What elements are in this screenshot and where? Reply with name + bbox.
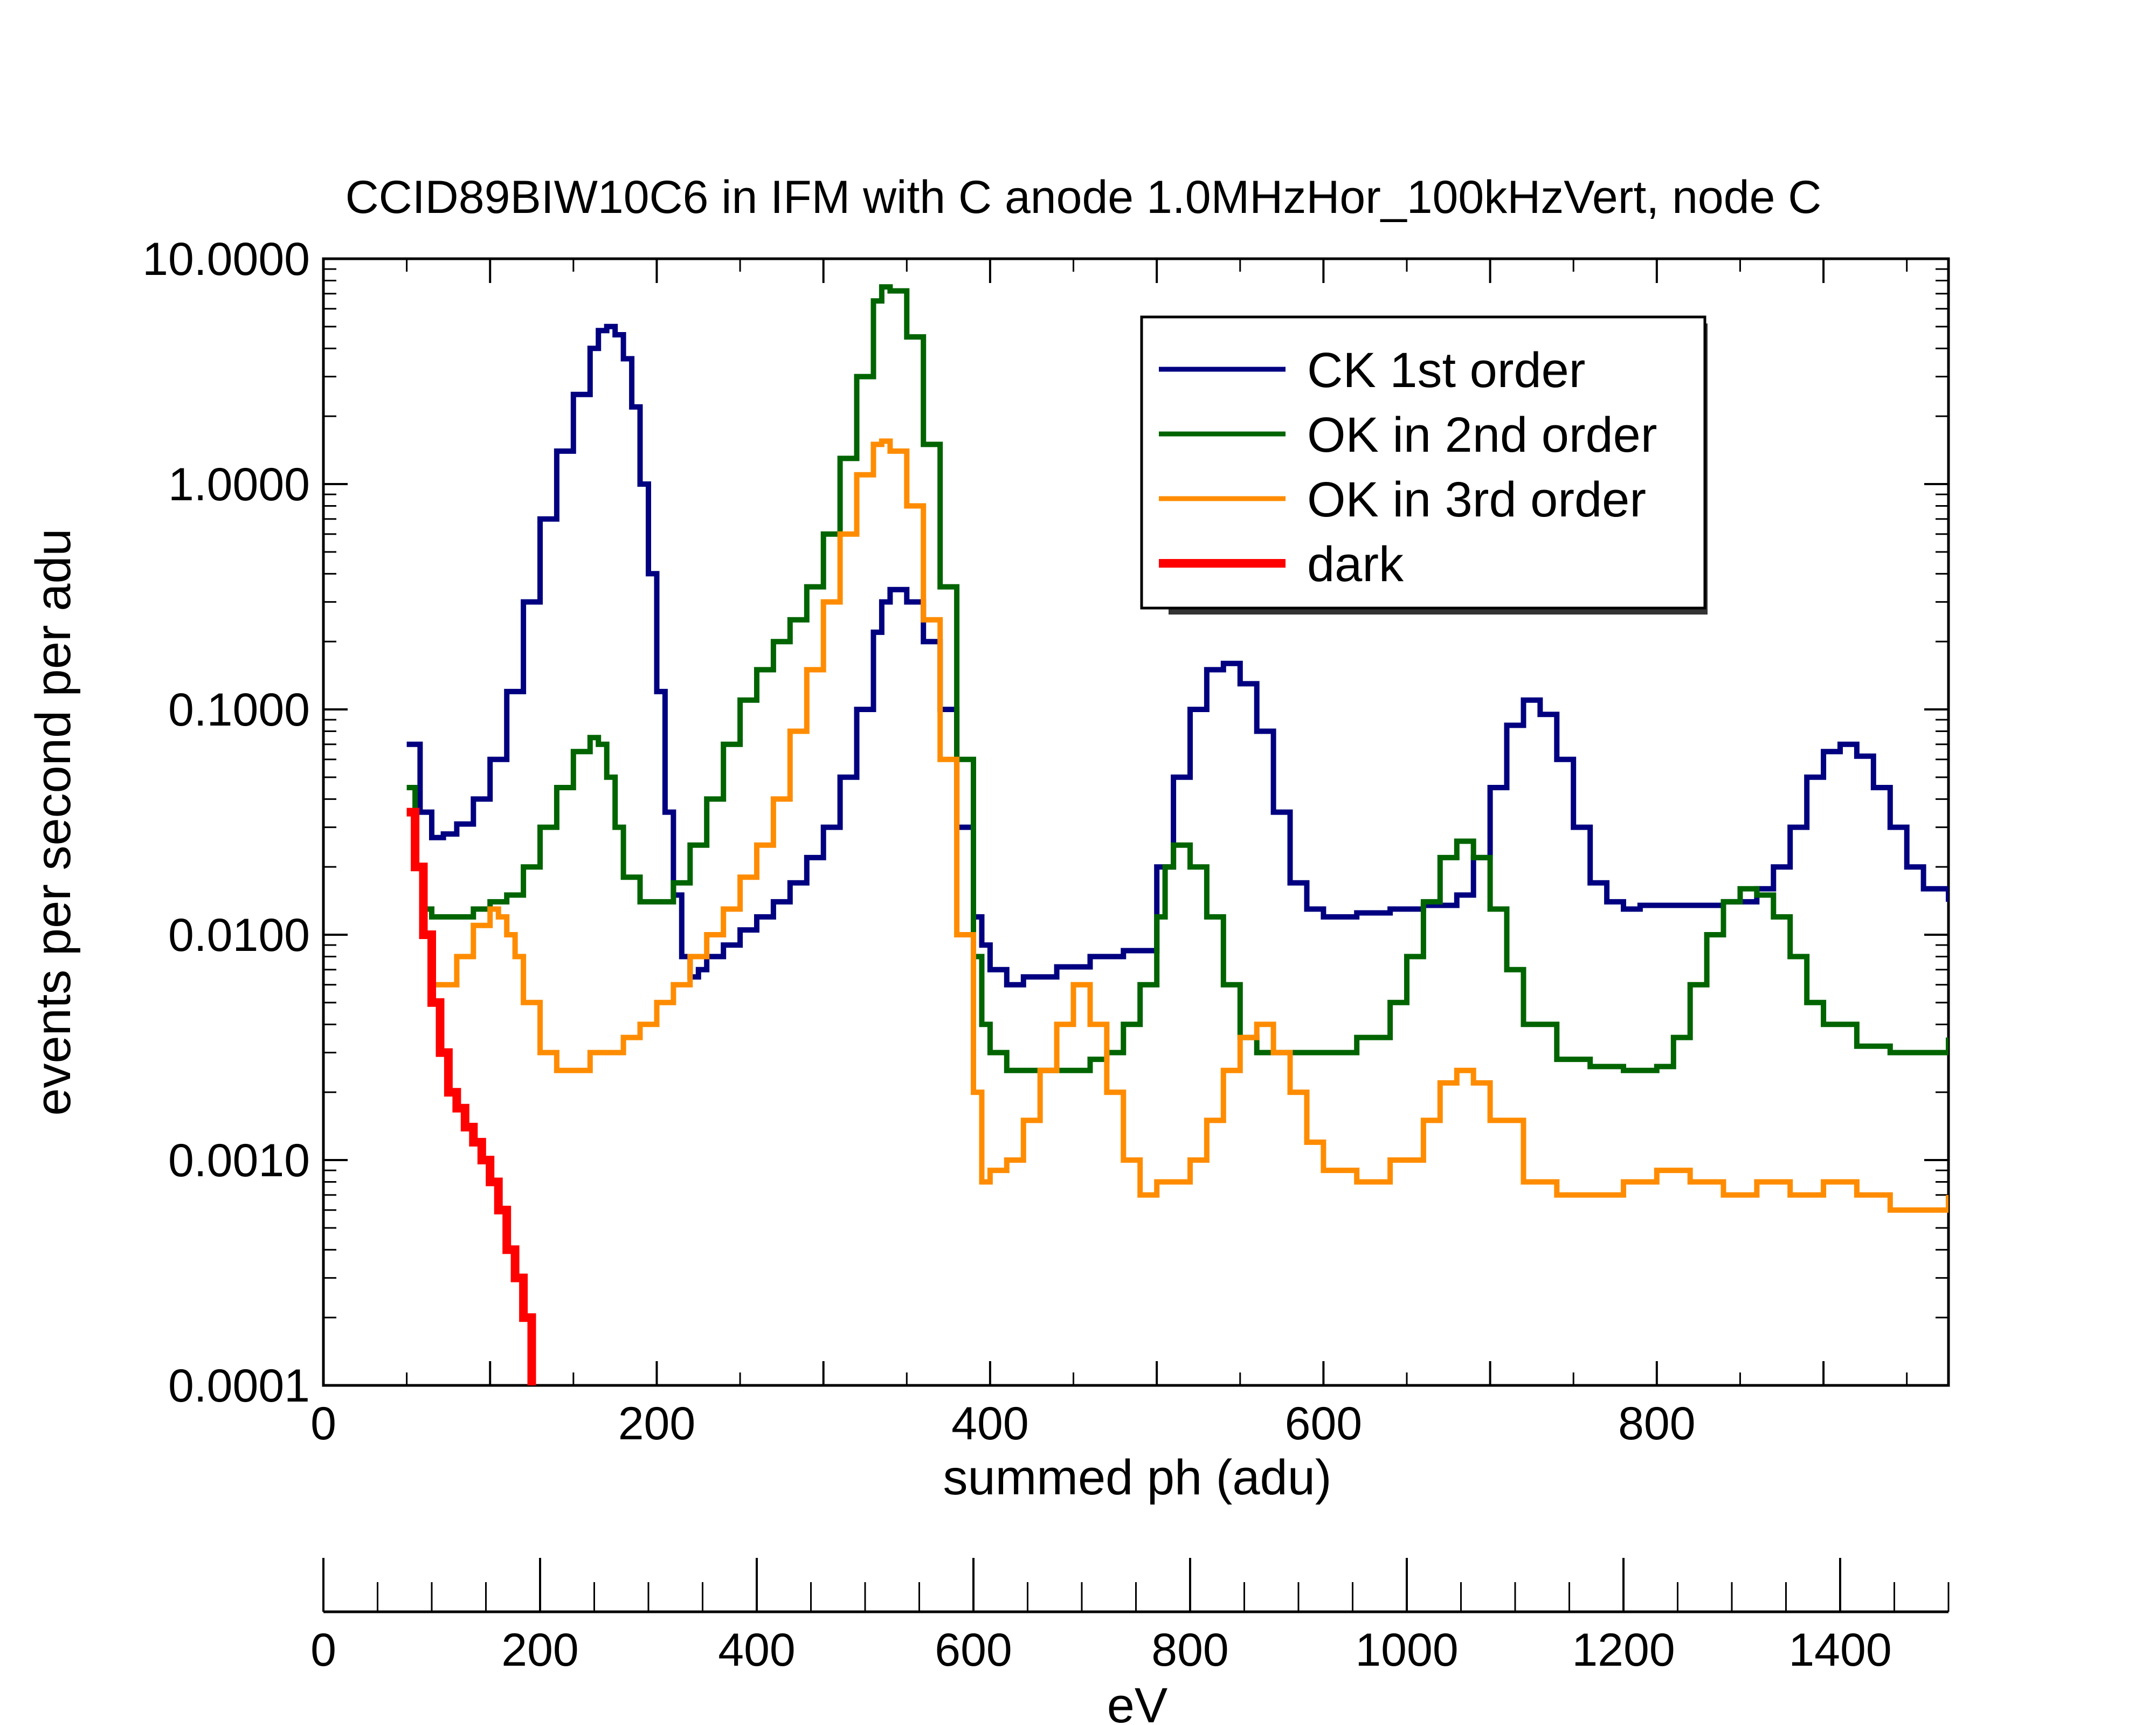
y-tick-label: 0.1000	[168, 684, 310, 736]
ev-tick-label: 1400	[1788, 1624, 1891, 1676]
ev-axis-ticks: 0 200 400 600 800 1000 1200 1400	[310, 1558, 1950, 1676]
x-axis-label: summed ph (adu)	[943, 1450, 1332, 1505]
x-tick-label: 0	[310, 1398, 336, 1450]
chart-title: CCID89BIW10C6 in IFM with C anode 1.0MHz…	[345, 171, 1822, 223]
series-line-1	[406, 284, 1948, 1073]
y-tick-label: 0.0001	[168, 1360, 310, 1412]
x-tick-label: 400	[951, 1398, 1029, 1450]
series-line-3	[406, 808, 536, 1385]
plot-frame	[322, 257, 1950, 1387]
x-axis-ticks: 0 200 400 600 800	[310, 259, 1908, 1450]
ev-tick-label: 600	[935, 1624, 1012, 1676]
ev-tick-label: 200	[501, 1624, 579, 1676]
x-tick-label: 800	[1618, 1398, 1696, 1450]
y-axis-ticks: 10.0000 1.0000 0.1000 0.0100 0.0010 0.0001	[142, 233, 1948, 1412]
legend-label-3: dark	[1307, 537, 1404, 592]
ev-axis-label: eV	[1107, 1678, 1168, 1725]
y-tick-label: 0.0100	[168, 909, 310, 961]
series-layer	[406, 284, 1948, 1385]
ev-tick-label: 1200	[1572, 1624, 1675, 1676]
ev-tick-label: 0	[310, 1624, 336, 1676]
legend-label-1: OK in 2nd order	[1307, 408, 1657, 463]
y-tick-label: 0.0010	[168, 1135, 310, 1186]
ev-tick-label: 1000	[1355, 1624, 1458, 1676]
series-line-2	[406, 438, 1948, 1213]
y-tick-label: 10.0000	[142, 233, 310, 285]
x-tick-label: 600	[1285, 1398, 1363, 1450]
x-tick-label: 200	[618, 1398, 696, 1450]
ev-tick-label: 800	[1151, 1624, 1229, 1676]
ev-tick-label: 400	[718, 1624, 796, 1676]
y-tick-label: 1.0000	[168, 459, 310, 510]
legend: CK 1st order OK in 2nd order OK in 3rd ord…	[1140, 315, 1708, 615]
legend-label-2: OK in 3rd order	[1307, 472, 1646, 527]
series-line-0	[406, 323, 1948, 988]
legend-label-0: CK 1st order	[1307, 343, 1585, 398]
y-axis-label: events per second per adu	[26, 528, 81, 1115]
